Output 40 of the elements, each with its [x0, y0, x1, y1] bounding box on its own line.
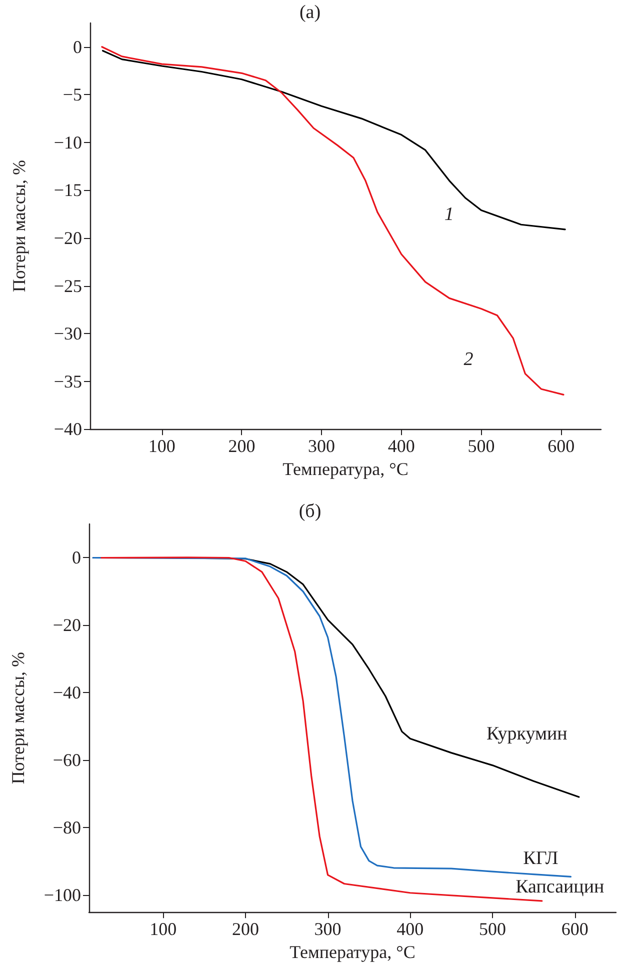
x-tick-label: 400: [396, 919, 424, 940]
x-tick-label: 300: [308, 436, 336, 456]
y-axis-title: Потери массы, %: [8, 652, 28, 784]
chart-title: (а): [299, 2, 321, 23]
y-tick-label: −40: [54, 419, 82, 440]
y-tick-label: 0: [72, 548, 81, 568]
line-series: [102, 50, 566, 230]
x-tick-label: 200: [232, 919, 259, 940]
y-tick-label: −80: [52, 818, 81, 838]
y-tick-label: −25: [54, 276, 82, 296]
x-tick-label: 100: [150, 919, 177, 940]
y-tick-label: 0: [73, 36, 82, 57]
y-axis-title: Потери массы, %: [9, 160, 29, 292]
x-tick-label: 600: [548, 436, 575, 456]
text: 2: [464, 349, 474, 370]
line-series: [101, 46, 564, 396]
series-label: 1: [444, 204, 454, 225]
series-label: КГЛ: [523, 848, 558, 870]
y-tick-label: −20: [52, 615, 81, 636]
x-tick-label: 400: [388, 436, 415, 456]
x-axis-title: Температура, °C: [290, 942, 416, 962]
y-tick-label: −100: [44, 885, 81, 906]
x-tick-label: 200: [228, 436, 256, 456]
x-axis-title: Температура, °C: [282, 459, 408, 479]
x-tick-label: 500: [478, 919, 506, 940]
series-label: Капсаицин: [516, 876, 604, 898]
y-tick-label: −40: [52, 682, 81, 703]
y-tick-label: −20: [54, 228, 82, 248]
x-tick-label: 600: [561, 919, 588, 940]
x-tick-label: 300: [314, 919, 342, 940]
y-tick-label: −35: [54, 371, 82, 392]
y-tick-label: −10: [54, 132, 82, 152]
y-tick-label: −60: [52, 750, 81, 770]
chart-title: (б): [298, 501, 322, 522]
y-tick-label: −5: [62, 84, 82, 105]
x-tick-label: 500: [468, 436, 495, 456]
x-tick-label: 100: [148, 436, 176, 456]
y-tick-label: −30: [54, 324, 82, 344]
series-label: Куркумин: [486, 724, 568, 745]
y-tick-label: −15: [54, 180, 82, 200]
